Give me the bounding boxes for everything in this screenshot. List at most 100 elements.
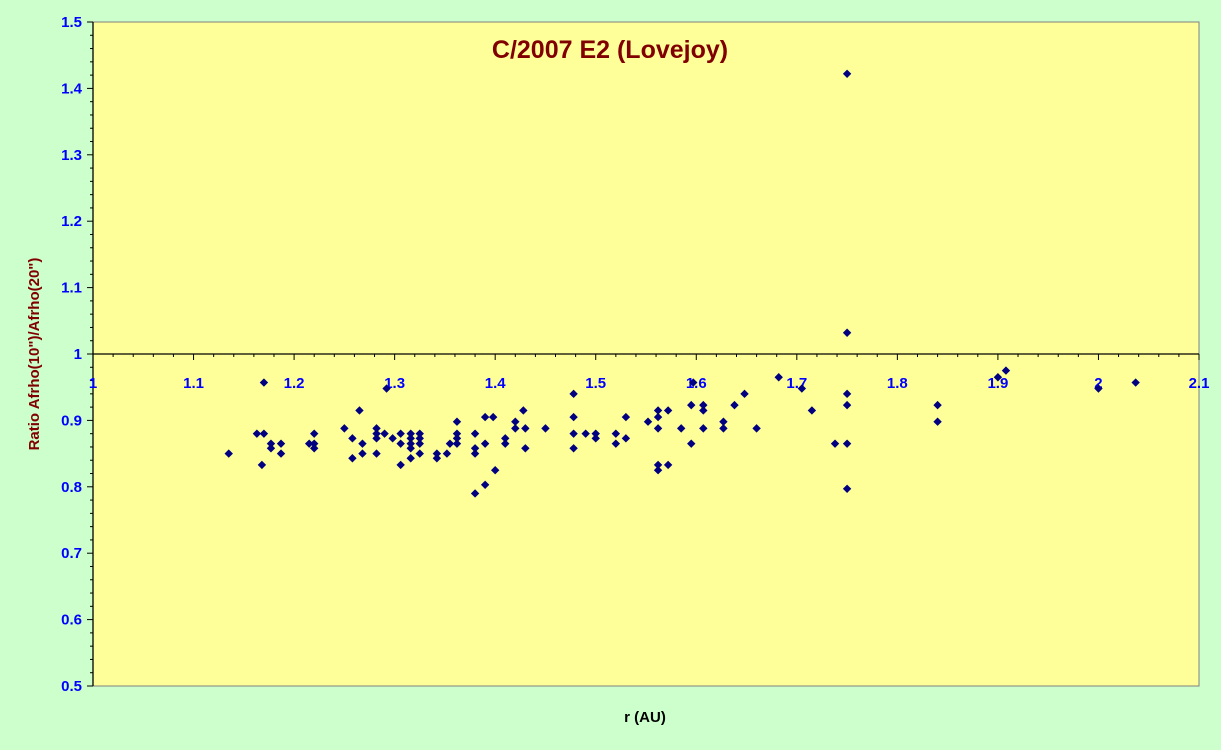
data-point [611, 439, 621, 448]
x-tick-label: 1.1 [183, 375, 204, 392]
data-point [276, 439, 286, 448]
data-point [406, 429, 415, 438]
x-tick-label: 2 [1094, 375, 1102, 392]
data-point [372, 434, 381, 443]
data-point [488, 412, 498, 422]
data-point [415, 429, 424, 438]
data-point [355, 406, 364, 415]
data-point [452, 434, 462, 443]
data-point [933, 400, 942, 410]
data-point [480, 439, 490, 448]
data-point [643, 417, 653, 426]
data-point [224, 449, 233, 458]
data-point [687, 400, 696, 410]
data-point [452, 439, 462, 448]
data-point [252, 429, 262, 438]
y-tick-label: 1 [74, 346, 82, 363]
data-point [689, 378, 698, 387]
data-point [501, 434, 510, 443]
data-point [348, 454, 357, 463]
data-point [752, 424, 761, 433]
data-point [740, 389, 749, 399]
data-point [663, 460, 673, 470]
data-point [452, 417, 462, 426]
x-axis-title: r (AU) [624, 709, 666, 726]
y-axis-title: Ratio Afrho(10")/Afrho(20") [26, 258, 43, 451]
y-tick-label: 1.2 [61, 213, 82, 230]
data-point [807, 406, 817, 415]
data-point [842, 400, 852, 410]
y-tick-label: 0.5 [61, 678, 82, 695]
data-point [653, 424, 663, 433]
data-point [432, 454, 442, 463]
data-point [569, 389, 578, 399]
data-point [687, 439, 696, 448]
data-point [569, 444, 578, 453]
data-point [541, 424, 550, 433]
data-point [442, 449, 452, 458]
data-point [581, 429, 590, 438]
data-point [490, 466, 500, 475]
data-point [699, 400, 708, 410]
y-tick-label: 1.5 [61, 14, 82, 31]
data-point [1131, 378, 1140, 387]
data-point [415, 439, 424, 448]
data-point [406, 454, 415, 463]
data-point [358, 439, 367, 448]
y-tick-label: 1.1 [61, 280, 82, 297]
y-tick-label: 0.8 [61, 479, 82, 496]
data-point [276, 449, 286, 458]
y-tick-label: 0.9 [61, 412, 82, 429]
data-point [699, 406, 708, 415]
x-tick-label: 2.1 [1189, 375, 1210, 392]
data-point [452, 429, 462, 438]
data-point [340, 424, 349, 433]
y-tick-label: 1.3 [61, 147, 82, 164]
x-tick-label: 1 [89, 375, 97, 392]
data-point [621, 412, 631, 422]
data-point [519, 406, 528, 415]
data-point [470, 444, 480, 453]
data-point [830, 439, 840, 448]
data-point [842, 328, 852, 337]
data-point [774, 373, 783, 382]
data-point [653, 460, 663, 470]
data-point [310, 444, 319, 453]
data-point [933, 417, 942, 426]
data-point [842, 389, 852, 399]
data-point [653, 406, 663, 415]
x-tick-label: 1.4 [485, 375, 507, 392]
data-point [1094, 384, 1103, 393]
data-point [470, 489, 480, 498]
data-point [842, 69, 852, 78]
data-point [372, 429, 381, 438]
data-point [511, 417, 520, 426]
data-point [663, 406, 673, 415]
data-point [511, 424, 520, 433]
data-point [653, 412, 663, 422]
data-point [1001, 366, 1011, 375]
data-point [348, 434, 357, 443]
data-points-layer [224, 69, 1140, 498]
data-point [257, 460, 267, 470]
x-tick-label: 1.9 [987, 375, 1008, 392]
data-point [406, 434, 415, 443]
data-point [372, 424, 381, 433]
chart-title: C/2007 E2 (Lovejoy) [492, 36, 728, 64]
data-point [611, 429, 621, 438]
data-point [396, 460, 405, 470]
data-point [521, 424, 530, 433]
axes-layer [87, 21, 1200, 687]
y-tick-label: 0.7 [61, 545, 82, 562]
data-point [521, 444, 530, 453]
y-tick-label: 1.4 [61, 80, 83, 97]
data-point [304, 439, 314, 448]
data-point [415, 434, 424, 443]
data-point [591, 434, 600, 443]
data-point [415, 449, 424, 458]
data-point [310, 429, 319, 438]
x-tick-label: 1.2 [284, 375, 305, 392]
data-point [358, 449, 367, 458]
